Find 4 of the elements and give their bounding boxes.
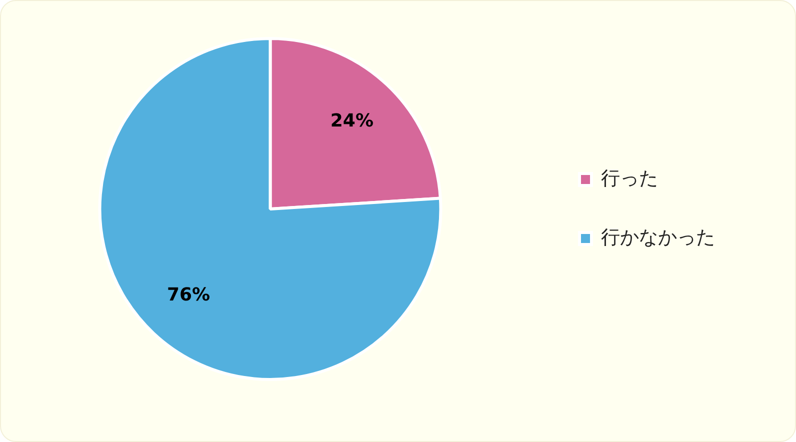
legend-label: 行った	[601, 167, 658, 190]
data-label: 76%	[167, 284, 210, 306]
legend-label: 行かなかった	[601, 226, 715, 248]
data-label: 24%	[330, 110, 374, 132]
